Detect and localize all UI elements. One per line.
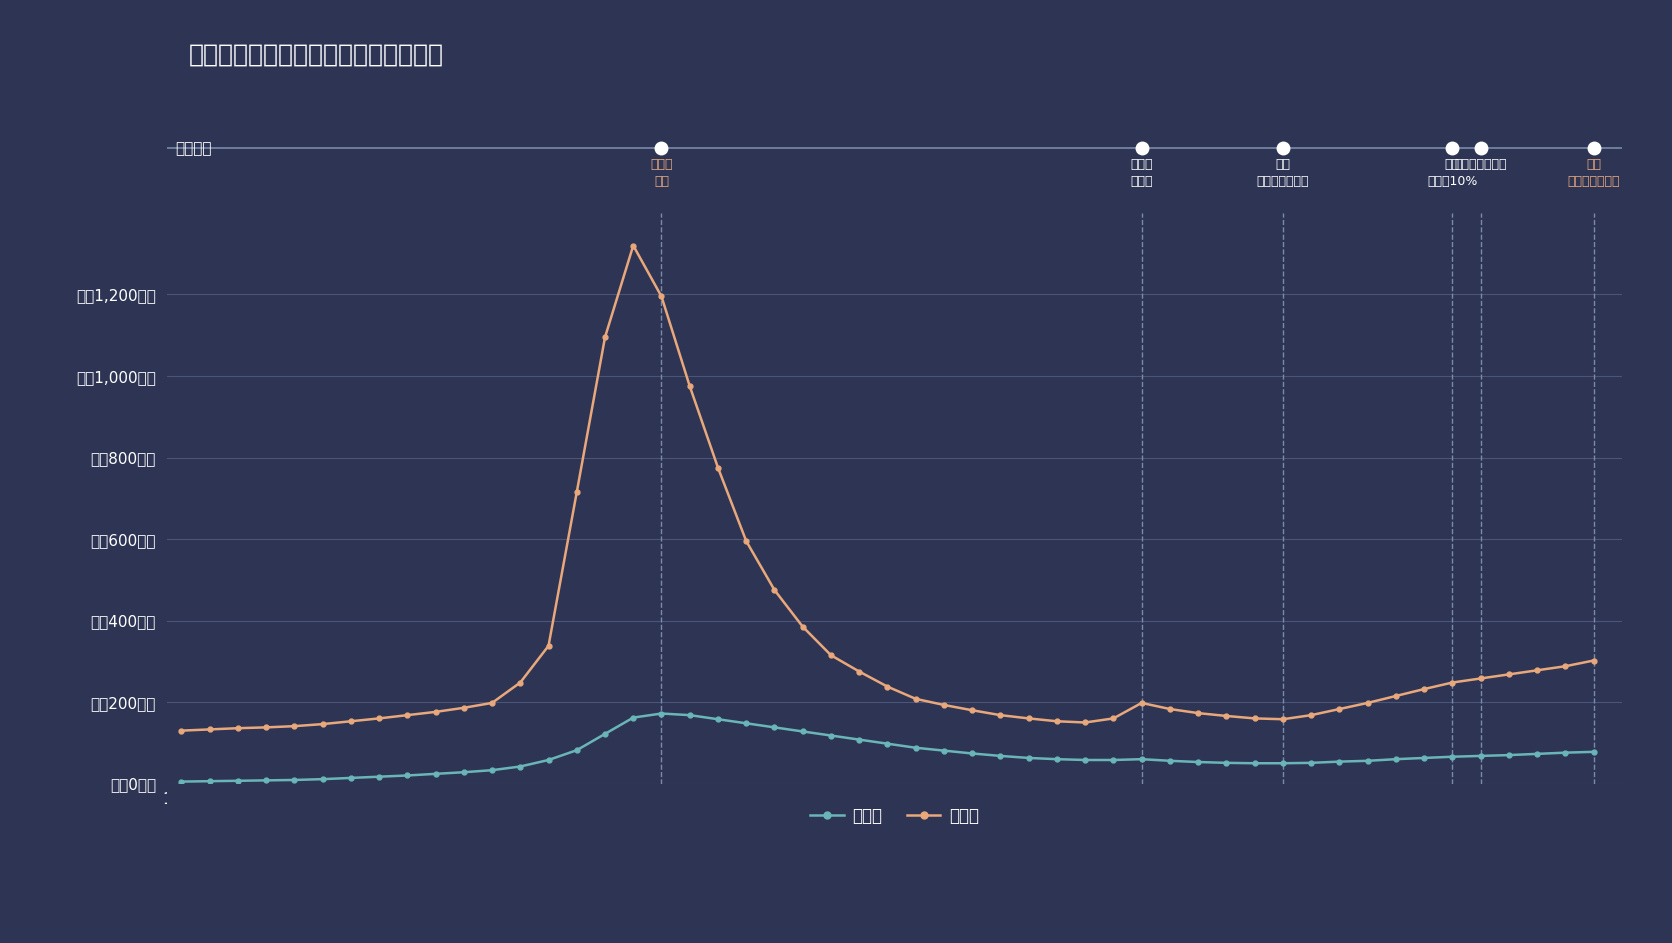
- Text: 経済年表: 経済年表: [176, 141, 212, 156]
- Text: 世界金
融危機: 世界金 融危機: [1130, 157, 1154, 188]
- Text: コロナ感染拡大: コロナ感染拡大: [1455, 157, 1506, 171]
- Text: 日銀
異次元金融緩和: 日銀 異次元金融緩和: [1257, 157, 1309, 188]
- Text: 増税
消費税10%: 増税 消費税10%: [1428, 157, 1478, 188]
- Legend: 住宅地, 商業地: 住宅地, 商業地: [804, 801, 985, 832]
- Text: バブル
崩壊: バブル 崩壊: [650, 157, 672, 188]
- Text: 横浜市中区　土地価格の推移（平均）: 横浜市中区 土地価格の推移（平均）: [189, 43, 445, 67]
- Text: 日銀
異次元緩和終了: 日銀 異次元緩和終了: [1567, 157, 1620, 188]
